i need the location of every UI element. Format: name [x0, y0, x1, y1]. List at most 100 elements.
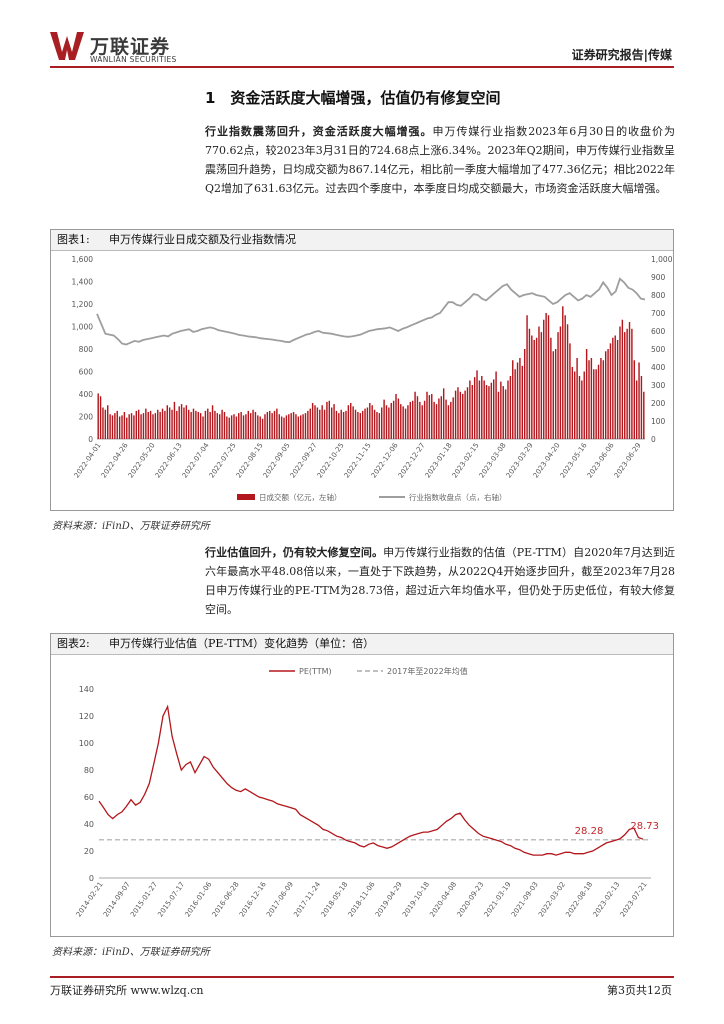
footer-website: 万联证券研究所 www.wlzq.cn — [50, 984, 204, 997]
volume-bar — [273, 410, 276, 439]
wanlian-logo-icon — [50, 32, 84, 60]
left-axis-tick-label: 1,200 — [72, 300, 94, 309]
volume-bar — [233, 414, 235, 439]
volume-bar — [135, 410, 138, 439]
volume-bar — [340, 409, 342, 439]
left-axis-tick-label: 600 — [79, 368, 94, 377]
volume-bar — [526, 315, 528, 439]
volume-bar — [252, 409, 254, 439]
volume-bar — [202, 416, 204, 439]
figure1-label: 图表1: — [57, 233, 90, 246]
volume-bar — [381, 407, 383, 439]
y-axis-tick-label: 0 — [89, 874, 94, 883]
volume-bar — [257, 415, 259, 439]
right-axis-tick-label: 600 — [651, 327, 666, 336]
volume-bar — [483, 380, 485, 439]
volume-bar — [426, 391, 428, 439]
volume-bar — [223, 412, 226, 439]
x-axis-date-label: 2021-09-03 — [510, 881, 540, 919]
volume-bar — [597, 364, 600, 439]
volume-bar — [283, 417, 285, 439]
paragraph-valuation: 行业估值回升，仍有较大修复空间。申万传媒行业指数的估值（PE-TTM）自2020… — [205, 543, 675, 619]
volume-bar — [104, 409, 107, 439]
volume-bar — [385, 405, 388, 439]
volume-bar — [502, 386, 504, 439]
volume-bar — [352, 406, 354, 439]
volume-bar — [245, 414, 247, 439]
right-axis-tick-label: 500 — [651, 345, 666, 354]
volume-bar — [607, 349, 609, 439]
volume-bar — [292, 412, 295, 439]
x-axis-date-label: 2022-12-27 — [397, 442, 427, 480]
volume-bar — [111, 415, 114, 439]
left-axis-tick-label: 1,400 — [72, 278, 94, 287]
y-axis-tick-label: 100 — [79, 739, 94, 748]
figure1-header: 图表1: 申万传媒行业日成交额及行业指数情况 — [51, 230, 673, 251]
volume-bar — [185, 405, 188, 439]
figure1-source: 资料来源：iFinD、万联证券研究所 — [52, 521, 210, 532]
volume-bar — [342, 412, 345, 439]
section-title: 1 资金活跃度大幅增强，估值仍有修复空间 — [205, 89, 501, 107]
right-axis-tick-label: 100 — [651, 417, 666, 426]
volume-bar — [311, 403, 314, 439]
volume-bar — [354, 409, 357, 439]
x-axis-date-label: 2023-04-20 — [532, 442, 562, 480]
right-axis-tick-label: 800 — [651, 291, 666, 300]
y-axis-tick-label: 20 — [84, 847, 94, 856]
volume-bar — [209, 412, 211, 439]
volume-bar — [149, 410, 152, 439]
volume-bar — [545, 313, 547, 439]
volume-bar — [492, 379, 495, 439]
left-axis-tick-label: 400 — [79, 390, 94, 399]
x-axis-date-label: 2022-06-13 — [154, 442, 184, 480]
x-axis-date-label: 2022-04-01 — [73, 442, 103, 480]
volume-bar — [366, 407, 369, 439]
volume-bar — [621, 319, 624, 439]
volume-bar — [452, 397, 454, 439]
volume-bar — [514, 369, 516, 439]
right-axis-tick-label: 0 — [651, 435, 656, 444]
volume-bar — [226, 416, 228, 439]
volume-bar — [395, 394, 397, 439]
volume-bar — [242, 415, 245, 439]
volume-bar — [445, 399, 447, 439]
figure2-source: 资料来源：iFinD、万联证券研究所 — [52, 947, 210, 958]
volume-bar — [559, 326, 562, 439]
volume-bar — [490, 382, 493, 439]
left-axis-tick-label: 200 — [79, 413, 94, 422]
x-axis-date-label: 2016-06-28 — [211, 881, 241, 919]
figure1-title: 申万传媒行业日成交额及行业指数情况 — [109, 233, 296, 246]
left-axis-tick-label: 1,000 — [72, 323, 94, 332]
volume-bar — [192, 408, 195, 439]
volume-bar — [497, 391, 500, 439]
x-axis-date-label: 2017-11-24 — [292, 880, 322, 918]
x-axis-date-label: 2023-03-08 — [478, 442, 508, 480]
report-category: 证券研究报告|传媒 — [571, 48, 672, 62]
volume-bar — [450, 401, 452, 439]
x-axis-date-label: 2015-07-17 — [156, 881, 186, 919]
y-axis-tick-label: 40 — [84, 820, 94, 829]
right-axis-tick-label: 900 — [651, 273, 666, 282]
legend-volume-label: 日成交额（亿元，左轴） — [259, 492, 342, 502]
volume-bar — [357, 412, 359, 439]
volume-bar — [359, 413, 361, 439]
volume-bar — [481, 376, 483, 439]
volume-bar — [588, 360, 590, 439]
x-axis-date-label: 2023-06-06 — [586, 441, 616, 479]
volume-bar — [371, 405, 373, 439]
figure2-title: 申万传媒行业估值（PE-TTM）变化趋势（单位：倍） — [109, 637, 375, 650]
x-axis-date-label: 2020-04-08 — [428, 881, 458, 919]
volume-bar — [478, 380, 481, 439]
volume-bar — [199, 413, 202, 439]
volume-bar — [261, 418, 264, 439]
x-axis-date-label: 2022-11-15 — [343, 442, 373, 480]
volume-bar — [631, 328, 633, 439]
x-axis-date-label: 2016-12-16 — [238, 880, 268, 918]
volume-bar — [624, 332, 626, 439]
volume-bar — [612, 337, 614, 439]
x-axis-date-label: 2018-05-18 — [320, 881, 350, 919]
volume-bar — [207, 408, 209, 439]
volume-bar — [121, 415, 123, 439]
volume-bar — [590, 358, 593, 439]
left-axis-tick-label: 1,600 — [72, 255, 94, 264]
